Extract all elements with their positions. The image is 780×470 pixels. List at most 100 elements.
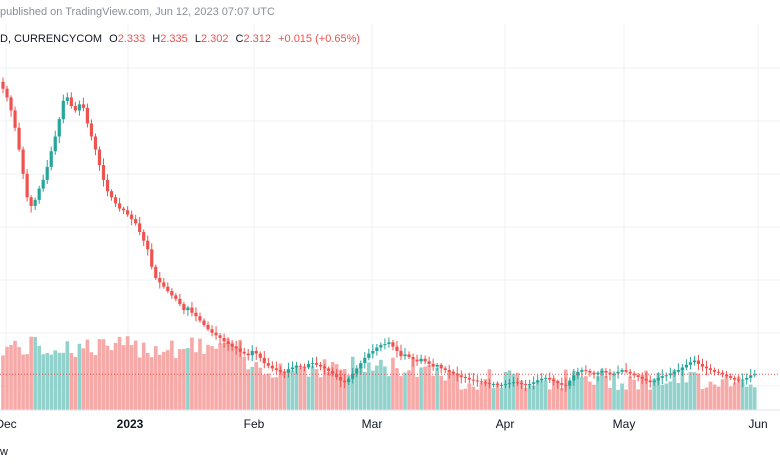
candle-body (700, 363, 705, 367)
volume-bar (379, 359, 383, 410)
volume-bar (170, 340, 174, 410)
high-label: H (152, 33, 161, 45)
volume-bar (162, 351, 166, 410)
candle-body (692, 360, 697, 363)
volume-bar (234, 346, 238, 410)
candle-body (258, 353, 262, 358)
candle-body (544, 377, 548, 379)
volume-bar (278, 363, 283, 410)
volume-bar (712, 384, 717, 410)
candle-body (327, 368, 331, 371)
volume-bar (101, 339, 106, 410)
candle-body (495, 383, 500, 385)
candle-body (29, 197, 33, 206)
volume-bar (69, 353, 74, 410)
candle-body (53, 136, 57, 152)
volume-bar (439, 375, 443, 410)
candle-body (234, 346, 238, 349)
volume-bar (166, 350, 170, 410)
candle-body (600, 370, 604, 373)
candle-body (435, 364, 439, 367)
volume-bar (576, 372, 580, 410)
candle-body (419, 358, 423, 362)
volume-bar (600, 369, 604, 410)
volume-bar (395, 368, 399, 410)
candle-body (81, 104, 85, 108)
candle-body (85, 107, 90, 124)
candle-body (540, 378, 544, 381)
candle-body (528, 383, 532, 385)
volume-bar (507, 370, 512, 410)
volume-bar (676, 383, 681, 410)
low-label: L (194, 33, 201, 45)
candle-body (644, 378, 648, 381)
volume-bar (519, 380, 524, 410)
candle-body (371, 350, 375, 354)
candle-body (503, 383, 508, 385)
candle-body (499, 384, 504, 386)
candle-body (716, 371, 721, 373)
candle-body (202, 320, 206, 325)
volume-bar (419, 367, 423, 410)
price-chart[interactable]: Dec 2023 Feb Mar Apr May Jun (0, 24, 780, 446)
volume-bar (668, 381, 673, 410)
candle-body (640, 377, 644, 379)
volume-bar (121, 345, 126, 410)
volume-bar (89, 352, 94, 410)
candle-body (415, 359, 419, 362)
candle-body (616, 371, 620, 374)
volume-bar (258, 367, 263, 410)
volume-bar (584, 376, 588, 410)
volume-bar (475, 389, 480, 410)
volume-bar (318, 377, 323, 410)
candle-body (41, 179, 45, 189)
volume-bar (592, 384, 596, 410)
volume-bar (290, 370, 295, 410)
candle-body (286, 369, 291, 373)
footer-text: w (0, 446, 8, 458)
volume-bar (1, 355, 5, 410)
candle-body (560, 383, 564, 385)
candle-body (154, 266, 158, 279)
candle-body (335, 373, 339, 378)
volume-bar (198, 338, 202, 410)
volume-bar (358, 364, 363, 410)
volume-bar (33, 336, 37, 410)
volume-bar (174, 357, 178, 410)
time-axis-label: Apr (496, 417, 515, 431)
volume-bar (407, 370, 411, 410)
published-note: published on TradingView.com, Jun 12, 20… (0, 6, 275, 18)
candle-body (519, 383, 524, 385)
volume-bar (543, 380, 548, 410)
candle-body (660, 376, 664, 378)
volume-bar (636, 389, 640, 410)
candle-body (447, 370, 451, 372)
candle-body (347, 378, 351, 383)
candle-body (483, 382, 487, 384)
candle-body (282, 371, 286, 373)
candle-body (77, 104, 81, 111)
candle-body (33, 199, 37, 206)
volume-bar (652, 378, 657, 410)
candle-body (105, 179, 110, 192)
volume-bar (93, 355, 98, 410)
volume-bar (105, 345, 110, 410)
candle-body (688, 362, 693, 365)
volume-bars (1, 336, 757, 410)
candle-body (89, 123, 94, 137)
volume-bar (145, 352, 150, 410)
volume-bar (503, 372, 508, 410)
candle-body (339, 377, 343, 381)
volume-bar (696, 373, 701, 410)
candle-body (580, 370, 584, 372)
candle-body (455, 373, 459, 376)
candle-body (122, 208, 126, 211)
volume-bar (330, 361, 335, 410)
candle-body (274, 368, 278, 371)
candle-body (190, 307, 194, 313)
volume-bar (266, 373, 271, 410)
candle-body (733, 377, 737, 380)
candle-body (383, 344, 387, 346)
volume-bar (81, 348, 86, 410)
volume-bar (65, 341, 70, 410)
